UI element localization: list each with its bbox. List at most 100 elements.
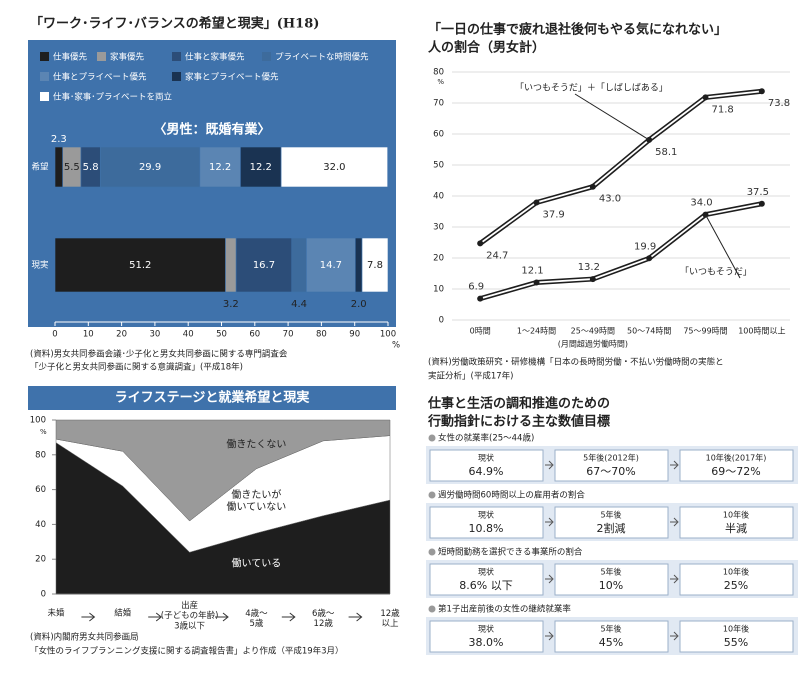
box-label: 10年後 <box>723 567 749 577</box>
point-label: 12.1 <box>521 265 543 276</box>
point <box>589 276 596 283</box>
bar-value-label: 14.7 <box>320 260 342 271</box>
box-value: 10% <box>599 579 623 592</box>
legend-swatch <box>97 52 106 61</box>
box-label: 現状 <box>478 567 494 577</box>
point-label: 37.9 <box>543 210 565 221</box>
panel-title-band <box>28 386 396 410</box>
box-label: 5年後 <box>600 624 621 634</box>
box-value: 8.6% 以下 <box>459 579 512 592</box>
x-tick-label: 50 <box>216 330 227 340</box>
area-label: 働きたいが働いていない <box>227 488 287 513</box>
bar-segment <box>306 237 356 293</box>
bar-segment <box>291 237 307 293</box>
arrow <box>348 612 363 622</box>
bar-value-label: 16.7 <box>253 260 275 271</box>
point <box>589 183 596 190</box>
section-title: 仕事と生活の調和推進のための <box>427 396 610 412</box>
y-tick-label: 0 <box>41 590 46 600</box>
area-label: 働きたくない <box>226 437 286 450</box>
legend-label: 仕事優先 <box>53 52 88 63</box>
bar-value-label: 4.4 <box>291 299 307 310</box>
box-value: 38.0% <box>469 636 504 649</box>
point-label: 6.9 <box>468 282 484 293</box>
point <box>477 240 484 247</box>
arrow <box>148 612 163 622</box>
x-tick-label: 結婚 <box>114 608 132 619</box>
target-box <box>429 620 544 653</box>
legend-label: プライベートな時間優先 <box>275 52 369 63</box>
y-tick-label: 70 <box>433 99 444 109</box>
x-tick-label: 100 <box>380 330 396 340</box>
box-value: 67～70% <box>586 465 635 478</box>
bar-segment <box>54 146 63 188</box>
bar-value-label: 5.8 <box>83 162 99 173</box>
point-label: 73.8 <box>768 98 790 109</box>
point-label: 24.7 <box>486 250 508 261</box>
legend-label: 仕事とプライベート優先 <box>53 72 147 83</box>
box-label: 10年後(2017年) <box>706 453 767 463</box>
legend-label: 家事とプライベート優先 <box>185 72 279 83</box>
y-tick-label: 40 <box>433 192 444 202</box>
x-tick-label: 30 <box>149 330 160 340</box>
x-tick-label: 40 <box>183 330 194 340</box>
box-value: 45% <box>599 636 623 649</box>
point-label: 37.5 <box>747 187 769 198</box>
series-annotation: 「いつもそうだ」＋「しばしばある」 <box>515 83 668 94</box>
item-heading: 第1子出産前後の女性の継続就業率 <box>438 604 571 615</box>
bar-value-label: 29.9 <box>139 162 161 173</box>
point-label: 19.9 <box>634 241 656 252</box>
legend-label: 仕事･家事･プライベートを両立 <box>53 92 173 103</box>
bullet <box>428 548 436 556</box>
x-tick-label: 0時間 <box>470 327 491 336</box>
series-line <box>479 201 763 302</box>
bar-segment <box>240 146 282 188</box>
x-tick-label: 12歳以上 <box>380 608 400 629</box>
chart-subtitle: 〈男性：既婚有業〉 <box>153 122 270 138</box>
point <box>646 255 653 262</box>
area <box>55 419 391 522</box>
x-tick-label: 80 <box>316 330 327 340</box>
y-tick-label: 0 <box>439 316 444 326</box>
box-value: 69～72% <box>711 465 760 478</box>
category-label: 現実 <box>31 260 49 271</box>
box-value: 55% <box>724 636 748 649</box>
box-label: 現状 <box>478 453 494 463</box>
x-axis-label: (月間超過労働時間) <box>558 339 628 349</box>
item-heading: 週労働時間60時間以上の雇用者の割合 <box>438 490 585 501</box>
point <box>702 94 709 101</box>
source-note: (資料)男女共同参画会議･少子化と男女共同参画に関する専門調査会 <box>30 349 288 360</box>
box-label: 現状 <box>478 624 494 634</box>
arrow <box>545 631 554 641</box>
legend-swatch <box>40 72 49 81</box>
bar-value-label: 2.3 <box>51 134 67 145</box>
arrow <box>545 574 554 584</box>
point-label: 43.0 <box>599 194 621 205</box>
series-annotation: 「いつもそうだ」 <box>680 267 752 278</box>
y-tick-label: 100 <box>30 416 46 426</box>
x-tick-label: 0 <box>52 330 57 340</box>
item-heading: 短時間勤務を選択できる事業所の割合 <box>438 547 583 558</box>
bullet <box>428 605 436 613</box>
item-heading: 女性の就業率(25～44歳) <box>438 433 534 444</box>
target-box <box>429 506 544 539</box>
legend-swatch <box>172 52 181 61</box>
point <box>533 199 540 206</box>
target-box <box>429 563 544 596</box>
x-tick-label: 75～99時間 <box>683 327 727 336</box>
x-tick-label: 50～74時間 <box>627 327 671 336</box>
source-note: 「女性のライフプランニング支援に関する調査報告書」より作成（平成19年3月） <box>30 646 344 657</box>
point-label: 34.0 <box>690 198 712 209</box>
point <box>758 200 765 207</box>
bar-value-label: 12.2 <box>250 162 272 173</box>
box-label: 5年後(2012年) <box>583 453 639 463</box>
target-box <box>554 563 669 596</box>
arrow <box>670 574 679 584</box>
x-tick-label: 出産(子どもの年齢) 3歳以下 <box>161 600 219 631</box>
x-tick-label: 未婚 <box>47 608 65 619</box>
y-tick-label: 20 <box>35 555 46 565</box>
point-label: 13.2 <box>578 262 600 273</box>
bar-segment <box>280 146 388 188</box>
bar-segment <box>99 146 201 188</box>
x-tick-label: 100時間以上 <box>738 327 785 336</box>
